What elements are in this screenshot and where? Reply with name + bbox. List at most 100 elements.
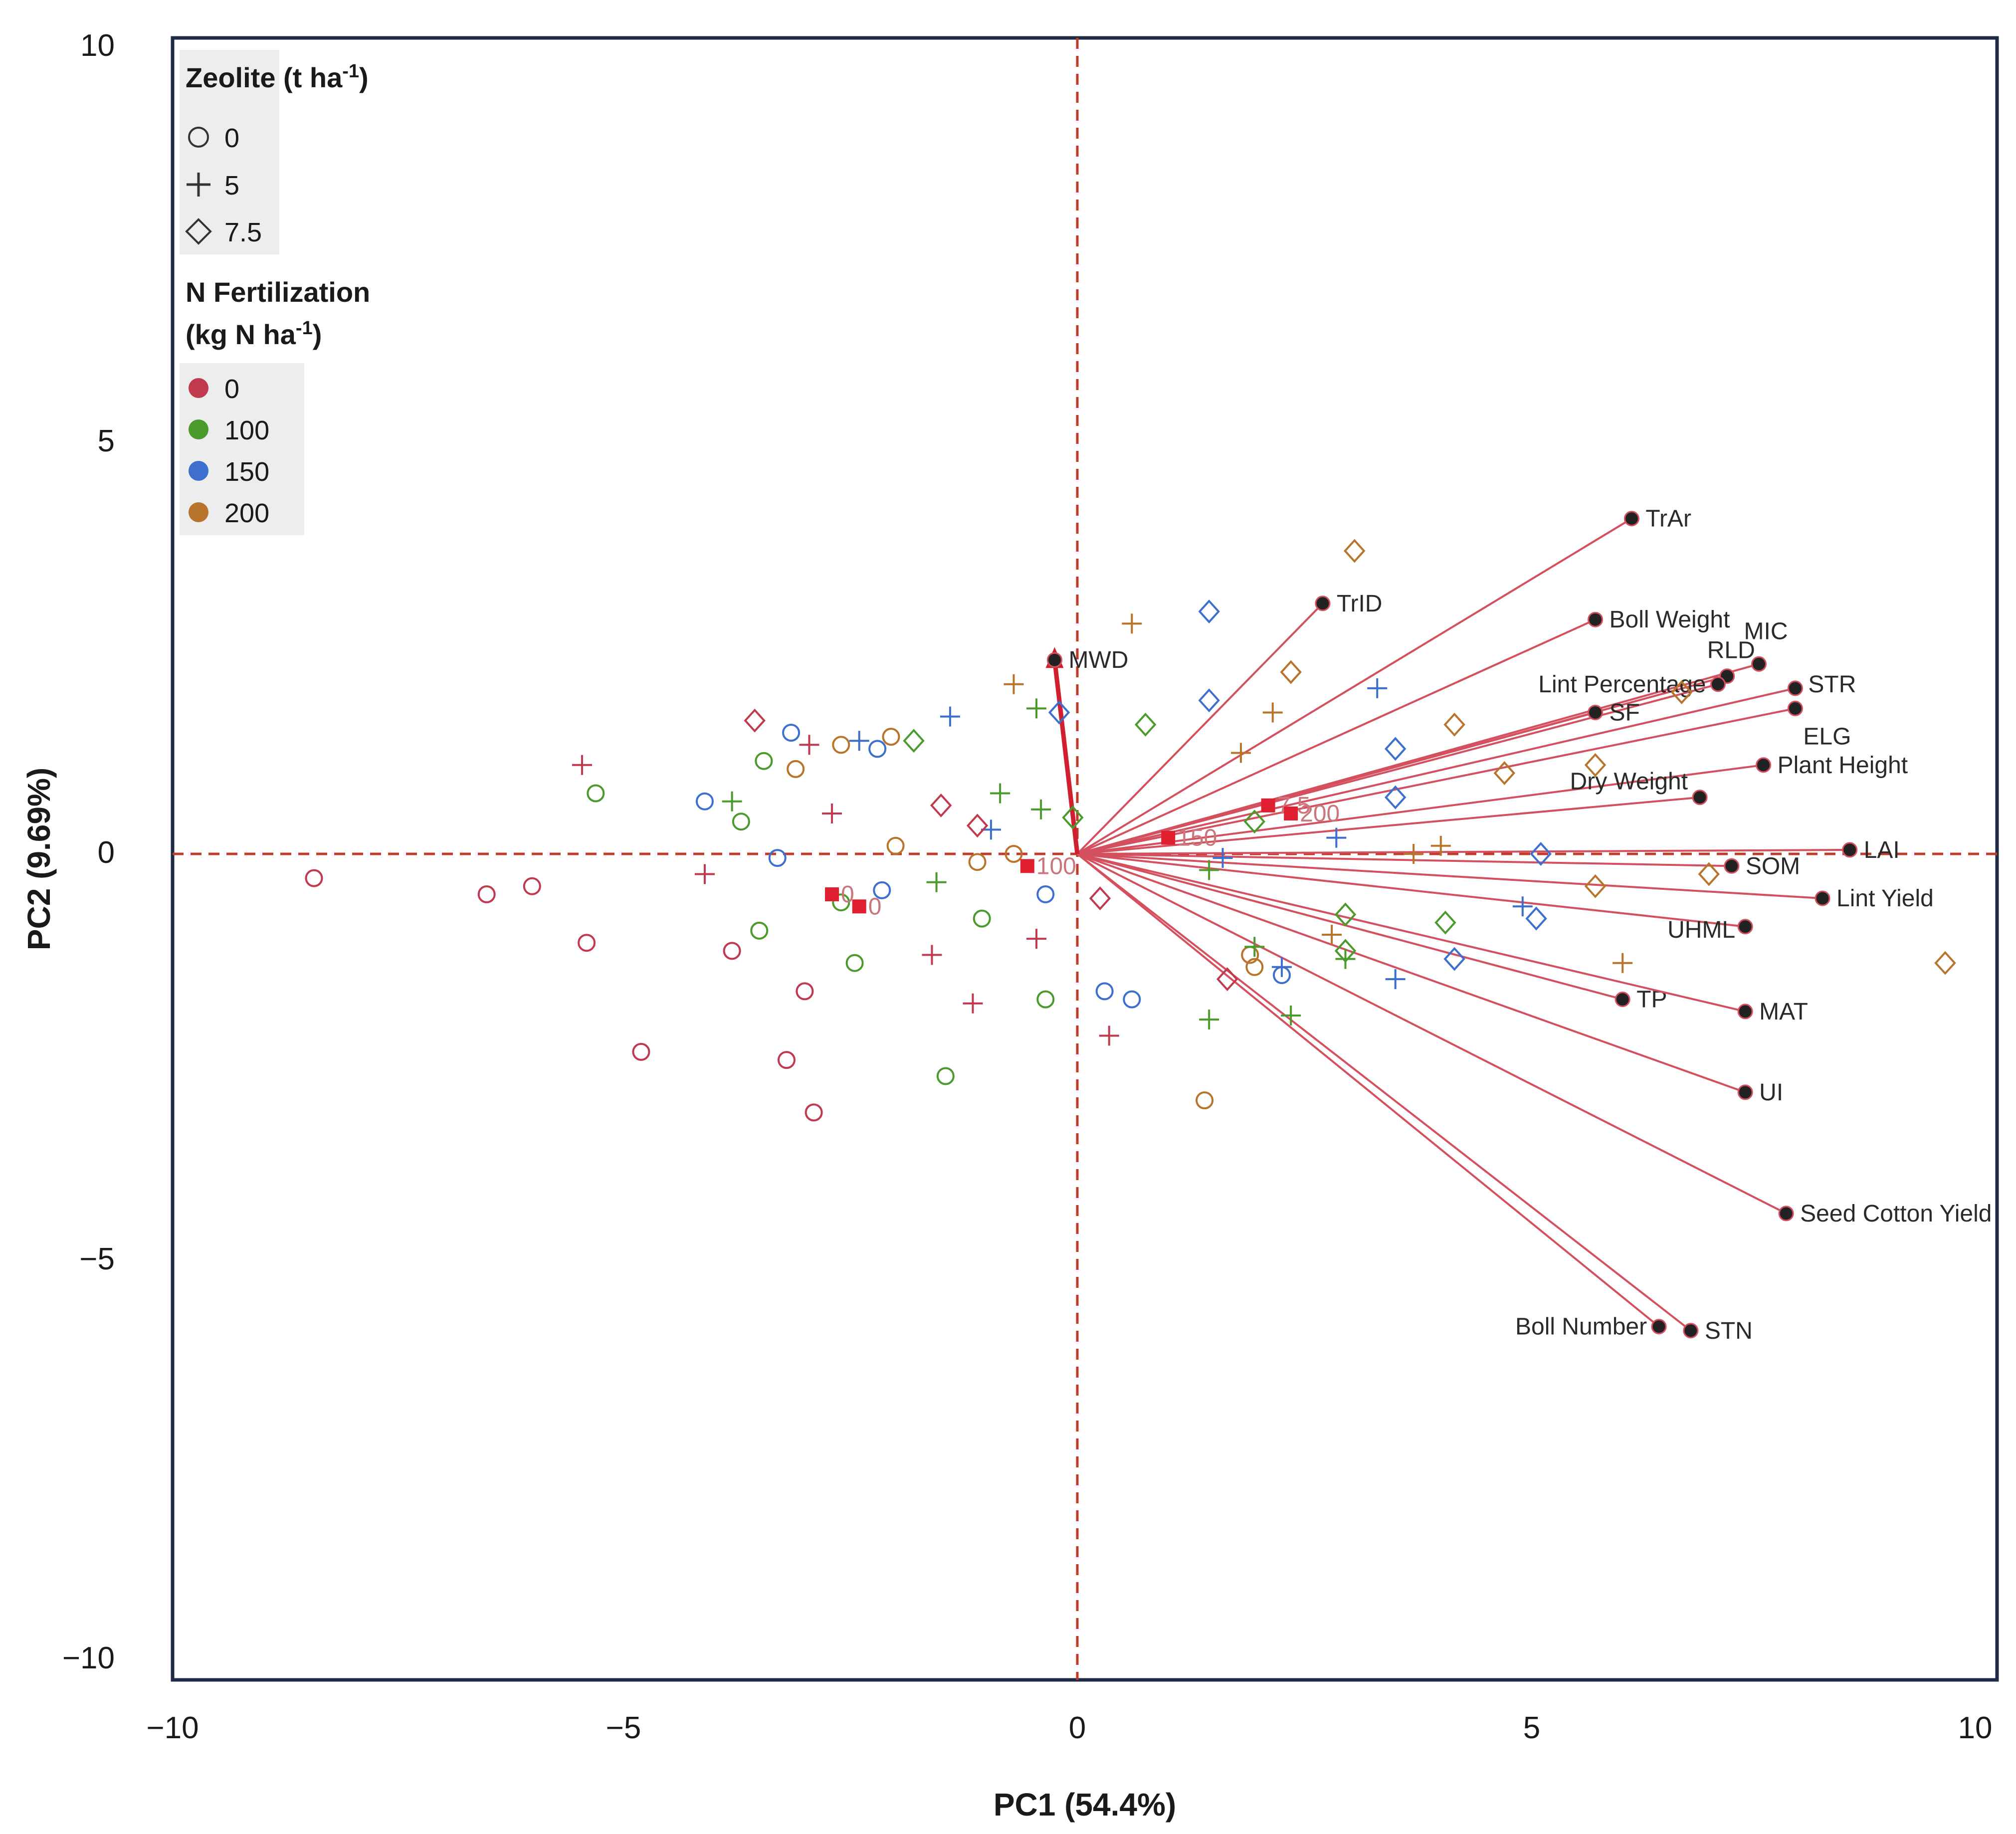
loading-vector-tip: [1683, 1323, 1699, 1339]
score-point-plus: [722, 791, 742, 812]
score-point-diamond: [1334, 902, 1357, 927]
score-point-plus: [1326, 827, 1347, 848]
zeolite-legend-label-7-5: 7.5: [224, 217, 262, 247]
x-tick-label: −5: [606, 1711, 641, 1745]
score-point-diamond: [1670, 680, 1693, 704]
score-point-plus: [799, 735, 819, 755]
loading-label: Lint Yield: [1836, 885, 1934, 912]
loading-vector-tip: [1787, 700, 1803, 716]
score-point-circle: [1123, 990, 1141, 1009]
loading-vector-tip: [1588, 705, 1604, 720]
centroid-marker: [1284, 807, 1298, 820]
loading-vector-tip: [1315, 596, 1331, 611]
loading-vector-tip: [1046, 652, 1062, 668]
score-point-circle: [768, 849, 787, 867]
loading-vector-tip: [1737, 1004, 1753, 1019]
score-points: [305, 539, 1956, 1122]
score-point-circle: [1196, 1091, 1214, 1110]
nitrogen-legend-dot-icon: [189, 419, 208, 439]
score-point-circle: [1036, 885, 1055, 903]
loading-label: Dry Weight: [1570, 769, 1688, 795]
loading-vector-tip: [1778, 1206, 1794, 1222]
loading-label: STR: [1808, 671, 1856, 698]
score-point-circle: [936, 1067, 955, 1085]
score-point-diamond: [744, 708, 766, 733]
score-point-circle: [695, 792, 714, 811]
score-point-plus: [926, 872, 947, 892]
loading-vector-tip: [1756, 757, 1772, 773]
loading-label: Lint Percentage: [1538, 671, 1706, 698]
score-point-plus: [1199, 1010, 1219, 1030]
score-point-plus: [1512, 896, 1533, 917]
nitrogen-legend-title-line2: (kg N ha-1): [186, 318, 322, 350]
loading-vector-tip: [1814, 890, 1830, 906]
score-point-circle: [587, 784, 605, 803]
score-point-plus: [963, 993, 983, 1014]
score-point-diamond: [1584, 874, 1607, 898]
y-tick-label: 10: [80, 28, 115, 63]
score-point-diamond: [1134, 712, 1157, 737]
loading-vector-tip: [1623, 511, 1639, 527]
score-point-circle: [477, 885, 496, 903]
score-point-diamond: [1493, 761, 1516, 785]
score-point-plus: [572, 755, 593, 775]
score-point-diamond: [930, 793, 952, 817]
score-point-plus: [1199, 860, 1219, 880]
centroid-marker: [852, 899, 866, 914]
score-point-plus: [1026, 929, 1047, 949]
zeolite-legend-title: Zeolite (t ha-1): [186, 61, 369, 93]
score-point-circle: [832, 736, 850, 754]
loading-vector-tip: [1751, 656, 1767, 672]
loading-label: UHML: [1667, 917, 1735, 943]
loading-vector-line: [1077, 848, 1850, 855]
y-tick-label: 0: [98, 835, 115, 870]
loading-label: SF: [1610, 700, 1640, 726]
score-point-plus: [1385, 969, 1406, 990]
loading-vector-line: [1076, 853, 1692, 1332]
centroid-marker: [1261, 798, 1275, 813]
loading-vector-line: [1077, 853, 1746, 1093]
score-point-circle: [886, 836, 905, 855]
score-point-diamond: [1434, 910, 1456, 935]
centroid-label: 100: [1036, 853, 1076, 879]
score-point-plus: [1212, 848, 1233, 868]
zeolite-legend-diamond-icon: [185, 218, 212, 245]
loading-label: MAT: [1759, 999, 1808, 1025]
loading-vector-line: [1077, 853, 1787, 1215]
loading-vector-tip: [1614, 992, 1630, 1008]
zeolite-legend-plus-icon: [187, 173, 210, 197]
nitrogen-legend-dot-icon: [189, 378, 208, 398]
loading-vector-line: [1077, 853, 1746, 928]
loading-vector-line: [1076, 517, 1632, 855]
score-point-circle: [973, 909, 991, 928]
loading-label: TP: [1636, 987, 1667, 1013]
score-point-circle: [723, 942, 741, 960]
score-point-circle: [1245, 958, 1264, 976]
y-tick-label: −10: [62, 1641, 115, 1675]
score-point-diamond: [1198, 688, 1220, 713]
loading-vector-line: [1076, 603, 1324, 855]
score-point-diamond: [1385, 737, 1407, 761]
score-point-diamond: [1385, 785, 1407, 810]
x-axis-title: PC1 (54.4%): [994, 1787, 1176, 1823]
score-point-plus: [849, 731, 869, 751]
zeolite-legend-label-5: 5: [224, 171, 239, 201]
score-point-plus: [1099, 1025, 1119, 1046]
loading-vector-tip: [1651, 1319, 1667, 1335]
score-point-circle: [523, 877, 541, 895]
score-point-diamond: [1530, 842, 1552, 866]
score-point-plus: [1430, 835, 1451, 856]
score-point-plus: [694, 864, 715, 884]
nitrogen-legend-label: 150: [224, 457, 269, 487]
y-tick-label: −5: [79, 1242, 115, 1276]
loading-vector-line: [1077, 853, 1732, 867]
score-point-plus: [822, 804, 842, 823]
loading-vector-tip: [1737, 919, 1753, 935]
loading-vector-tip: [1710, 676, 1726, 692]
loading-label: LAI: [1864, 837, 1900, 863]
score-point-circle: [777, 1051, 796, 1069]
score-point-circle: [305, 869, 323, 887]
